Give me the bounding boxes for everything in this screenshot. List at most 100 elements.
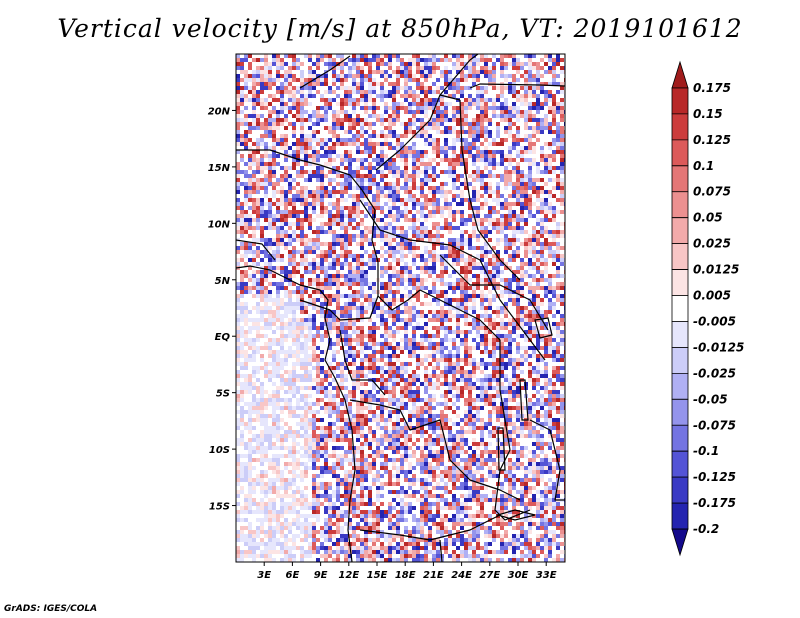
field-cell: [460, 106, 464, 110]
field-cell: [492, 102, 496, 106]
field-cell: [440, 254, 444, 258]
field-cell: [528, 186, 532, 190]
field-cell: [548, 126, 552, 130]
field-cell: [456, 194, 460, 198]
field-cell: [484, 334, 488, 338]
field-cell: [356, 326, 360, 330]
field-cell: [316, 278, 320, 282]
field-cell: [544, 218, 548, 222]
field-cell: [468, 362, 472, 366]
field-cell: [324, 374, 328, 378]
field-cell: [344, 338, 348, 342]
field-cell: [508, 358, 512, 362]
field-cell: [496, 326, 500, 330]
field-cell: [380, 118, 384, 122]
field-cell: [324, 358, 328, 362]
field-cell: [496, 94, 500, 98]
field-cell: [492, 366, 496, 370]
field-cell: [424, 62, 428, 66]
field-cell: [476, 74, 480, 78]
field-cell: [536, 218, 540, 222]
field-cell: [520, 186, 524, 190]
field-cell: [316, 346, 320, 350]
field-cell: [480, 278, 484, 282]
field-cell: [400, 238, 404, 242]
field-cell: [348, 174, 352, 178]
field-cell: [552, 374, 556, 378]
field-cell: [504, 182, 508, 186]
field-cell: [508, 342, 512, 346]
field-cell: [372, 202, 376, 206]
field-cell: [356, 334, 360, 338]
field-cell: [396, 170, 400, 174]
field-cell: [372, 370, 376, 374]
field-cell: [536, 138, 540, 142]
field-cell: [376, 306, 380, 310]
field-cell: [512, 274, 516, 278]
field-cell: [424, 94, 428, 98]
field-cell: [252, 254, 256, 258]
field-cell: [448, 170, 452, 174]
field-cell: [296, 210, 300, 214]
field-cell: [244, 222, 248, 226]
field-cell: [312, 250, 316, 254]
field-cell: [464, 322, 468, 326]
field-cell: [560, 66, 564, 70]
field-cell: [368, 266, 372, 270]
field-cell: [324, 82, 328, 86]
field-cell: [332, 246, 336, 250]
field-cell: [312, 86, 316, 90]
field-cell: [496, 130, 500, 134]
field-cell: [412, 170, 416, 174]
field-cell: [304, 362, 308, 366]
field-cell: [288, 306, 292, 310]
field-cell: [304, 326, 308, 330]
field-cell: [404, 90, 408, 94]
field-cell: [480, 222, 484, 226]
field-cell: [320, 386, 324, 390]
field-cell: [336, 294, 340, 298]
field-cell: [388, 142, 392, 146]
field-cell: [296, 102, 300, 106]
field-cell: [452, 362, 456, 366]
field-cell: [476, 70, 480, 74]
field-cell: [356, 310, 360, 314]
field-cell: [288, 66, 292, 70]
field-cell: [260, 170, 264, 174]
field-cell: [332, 202, 336, 206]
field-cell: [424, 130, 428, 134]
field-cell: [424, 370, 428, 374]
field-cell: [476, 194, 480, 198]
field-cell: [480, 134, 484, 138]
field-cell: [456, 162, 460, 166]
field-cell: [480, 118, 484, 122]
field-cell: [496, 230, 500, 234]
field-cell: [412, 206, 416, 210]
field-cell: [264, 166, 268, 170]
field-cell: [288, 302, 292, 306]
field-cell: [380, 354, 384, 358]
field-cell: [480, 150, 484, 154]
field-cell: [516, 70, 520, 74]
field-cell: [412, 334, 416, 338]
field-cell: [344, 302, 348, 306]
field-cell: [488, 378, 492, 382]
field-cell: [304, 210, 308, 214]
field-cell: [376, 182, 380, 186]
field-cell: [324, 118, 328, 122]
field-cell: [528, 82, 532, 86]
field-cell: [484, 294, 488, 298]
field-cell: [240, 374, 244, 378]
field-cell: [328, 362, 332, 366]
field-cell: [280, 342, 284, 346]
field-cell: [256, 378, 260, 382]
field-cell: [420, 266, 424, 270]
field-cell: [288, 98, 292, 102]
field-cell: [464, 294, 468, 298]
field-cell: [312, 318, 316, 322]
field-cell: [320, 338, 324, 342]
field-cell: [236, 398, 240, 402]
field-cell: [376, 70, 380, 74]
field-cell: [544, 390, 548, 394]
field-cell: [492, 354, 496, 358]
